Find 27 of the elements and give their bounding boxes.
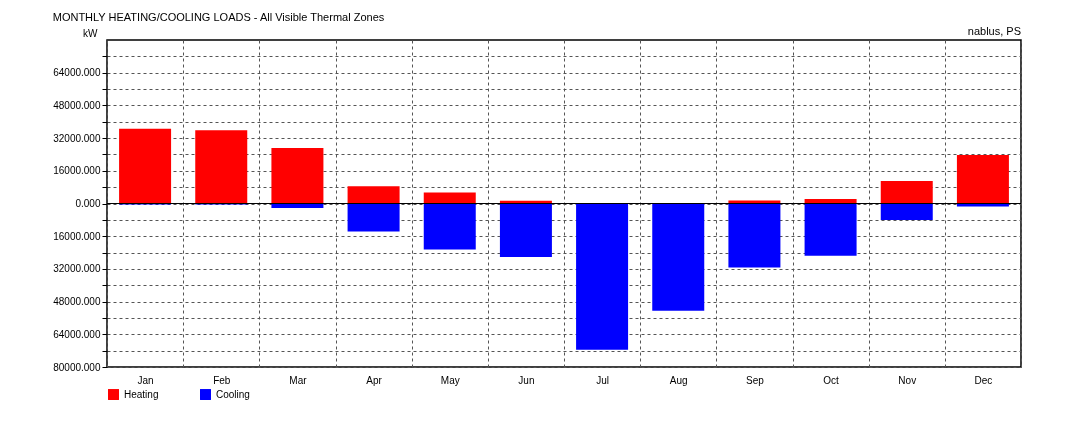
x-tick-label: Aug bbox=[669, 374, 688, 386]
chart-title: MONTHLY HEATING/COOLING LOADS - All Visible Thermal Zones bbox=[52, 11, 385, 23]
y-tick-label: 80000.000 bbox=[53, 361, 101, 373]
x-tick-label: Nov bbox=[898, 374, 917, 386]
y-tick-label: 64000.000 bbox=[53, 328, 101, 340]
x-tick-label: Dec bbox=[974, 374, 993, 386]
y-tick-label: 16000.000 bbox=[53, 165, 101, 177]
x-tick-label: Jul bbox=[596, 374, 609, 386]
legend-label: Heating bbox=[124, 388, 159, 400]
y-tick-label: 32000.000 bbox=[53, 263, 101, 275]
x-tick-label: Sep bbox=[746, 374, 765, 386]
x-tick-label: Mar bbox=[289, 374, 308, 386]
x-tick-label: Apr bbox=[366, 374, 383, 386]
y-tick-label: 48000.000 bbox=[53, 296, 101, 308]
x-tick-label: Jan bbox=[137, 374, 154, 386]
x-tick-label: Jun bbox=[518, 374, 535, 386]
x-tick-label: May bbox=[440, 374, 460, 386]
x-tick-label: Oct bbox=[823, 374, 840, 386]
y-tick-label: 16000.000 bbox=[53, 230, 101, 242]
text: nablus, PS bbox=[967, 25, 1021, 37]
y-tick-label: 64000.000 bbox=[53, 67, 101, 79]
x-tick-label: Feb bbox=[213, 374, 231, 386]
legend-label: Cooling bbox=[216, 388, 250, 400]
y-tick-label: 0.000 bbox=[75, 198, 101, 209]
y-axis-title: kW bbox=[83, 27, 99, 39]
y-tick-label: 48000.000 bbox=[53, 99, 101, 111]
y-tick-label: 32000.000 bbox=[53, 132, 101, 144]
